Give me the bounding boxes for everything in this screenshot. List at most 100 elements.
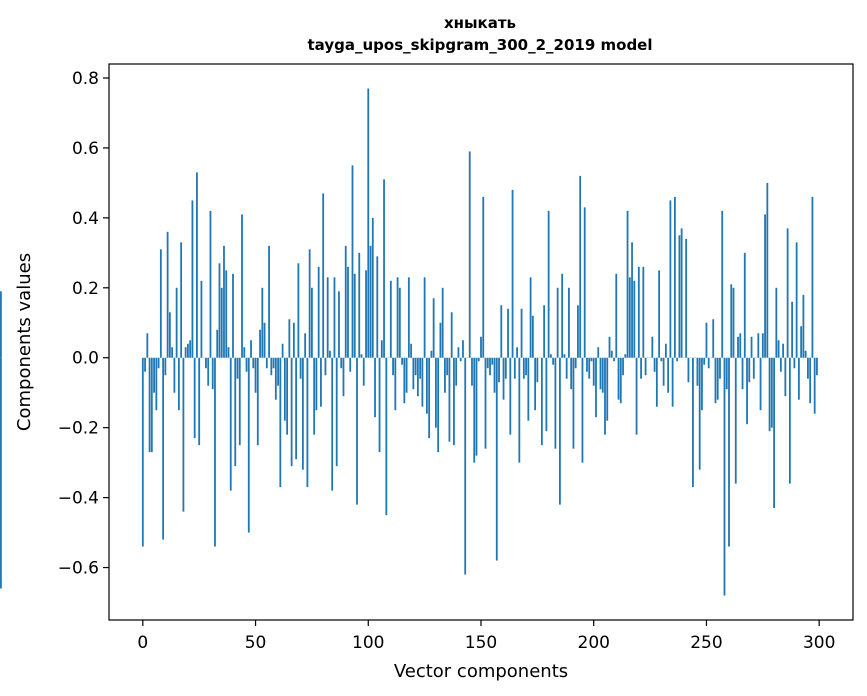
bar-250 <box>705 322 708 358</box>
bar-271 <box>752 357 755 379</box>
bar-83 <box>329 350 331 358</box>
bar-123 <box>419 357 422 379</box>
x-tick-label: 0 <box>137 633 148 653</box>
bar-276 <box>764 214 766 358</box>
bar-143 <box>464 357 467 575</box>
bar-9 <box>162 357 165 540</box>
bar-102 <box>371 217 374 358</box>
bar-175 <box>536 357 539 383</box>
bar-260 <box>728 357 730 547</box>
bar-181 <box>549 354 552 358</box>
bar-126 <box>425 357 428 414</box>
bar-226 <box>651 336 654 358</box>
bar-277 <box>766 182 769 358</box>
bar-103 <box>374 357 376 418</box>
bar-67 <box>292 322 295 358</box>
bar-72 <box>304 333 307 358</box>
bar-120 <box>412 357 415 390</box>
bar-71 <box>301 357 304 470</box>
bar-77 <box>315 357 318 411</box>
bar-212 <box>619 357 622 404</box>
bar-232 <box>664 343 667 358</box>
bar-289 <box>793 357 796 369</box>
bar-297 <box>811 196 814 358</box>
bar-99 <box>365 270 367 358</box>
bar-131 <box>437 357 440 453</box>
bar-49 <box>252 357 255 369</box>
bar-267 <box>743 252 746 358</box>
bar-55 <box>265 357 268 369</box>
bar-90 <box>344 245 347 358</box>
bar-217 <box>631 242 633 358</box>
bar-40 <box>232 273 234 358</box>
bar-167 <box>518 357 521 463</box>
bar-135 <box>446 357 449 376</box>
bar-242 <box>687 357 690 383</box>
bar-196 <box>583 207 586 358</box>
bar-24 <box>196 172 198 358</box>
bar-222 <box>642 266 645 358</box>
bar-265 <box>739 333 742 358</box>
bar-118 <box>407 277 410 358</box>
bar-122 <box>416 357 419 397</box>
bar-177 <box>540 357 543 446</box>
bar-259 <box>725 357 728 390</box>
bar-165 <box>513 357 516 379</box>
bar-13 <box>171 347 174 358</box>
y-axis-label: Components values <box>14 253 35 431</box>
bar-221 <box>640 357 642 379</box>
bar-140 <box>457 347 460 358</box>
bar-133 <box>441 287 444 358</box>
bar-64 <box>286 357 289 435</box>
bar-234 <box>669 200 672 358</box>
bar-158 <box>498 357 500 383</box>
bar-137 <box>450 312 453 358</box>
bar-100 <box>367 88 370 358</box>
bar-223 <box>644 357 647 376</box>
bar-205 <box>604 357 606 435</box>
bar-132 <box>439 322 442 358</box>
bar-284 <box>782 343 785 358</box>
bar-207 <box>608 336 611 358</box>
bar-160 <box>502 357 505 400</box>
bar-139 <box>455 357 458 386</box>
bar-201 <box>595 357 597 418</box>
bar-115 <box>401 357 403 365</box>
bar-199 <box>590 357 593 362</box>
bar-254 <box>714 357 717 404</box>
bar-214 <box>624 354 627 358</box>
bar-161 <box>504 357 507 379</box>
bar-78 <box>317 266 320 358</box>
bar-82 <box>326 277 329 358</box>
bar-174 <box>534 357 537 411</box>
bars-group <box>0 88 818 596</box>
bar-287 <box>788 357 791 484</box>
x-tick-label: 300 <box>803 633 835 653</box>
bar-46 <box>245 357 248 372</box>
bar-230 <box>660 357 663 362</box>
bar-258 <box>723 357 726 596</box>
bar-38 <box>227 347 230 358</box>
x-tick-label: 200 <box>578 633 610 653</box>
bar-117 <box>405 357 408 393</box>
bar-98 <box>362 357 365 386</box>
bar-111 <box>392 357 394 376</box>
bar-162 <box>507 308 509 358</box>
y-tick-label: −0.4 <box>58 489 99 509</box>
bar-92 <box>349 357 352 372</box>
bar-16 <box>177 357 180 411</box>
bar-127 <box>428 357 431 439</box>
bar-150 <box>480 336 482 358</box>
bar-76 <box>313 357 316 435</box>
bar-244 <box>692 357 694 488</box>
plot-frame <box>108 63 854 621</box>
bar-146 <box>471 357 473 386</box>
bar-290 <box>795 242 798 358</box>
bar-269 <box>748 357 751 383</box>
y-tick-label: 0.4 <box>72 209 99 229</box>
bar-154 <box>489 357 491 376</box>
bar-288 <box>791 301 794 358</box>
bar-281 <box>775 287 778 358</box>
bar-52 <box>259 329 261 358</box>
